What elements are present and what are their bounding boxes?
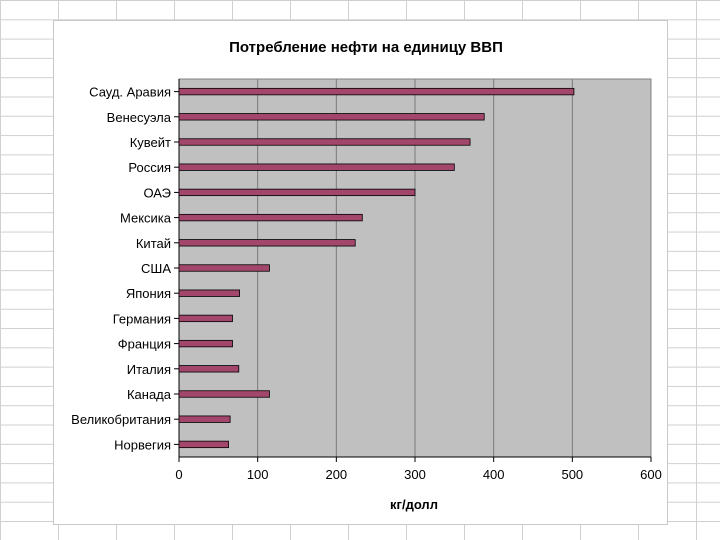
category-label: Италия	[127, 362, 171, 377]
x-tick-label: 500	[561, 467, 583, 482]
bar	[178, 365, 240, 373]
x-tick-label: 200	[325, 467, 347, 482]
bar	[178, 113, 485, 121]
plot-area: 0 100 200 300 400 500 600 Сауд. Аравия Венесуэла…	[71, 78, 662, 482]
bar	[178, 163, 455, 171]
category-label: Норвегия	[114, 437, 171, 452]
category-label: Мексика	[120, 211, 172, 226]
bar	[178, 213, 363, 222]
category-label: Китай	[136, 236, 171, 251]
category-label: Кувейт	[130, 135, 171, 150]
bar	[178, 87, 575, 96]
category-label: Япония	[126, 286, 171, 301]
x-tick-label: 100	[247, 467, 269, 482]
x-tick-label: 0	[175, 467, 182, 482]
bar	[178, 390, 270, 398]
bar	[178, 440, 229, 449]
bar	[178, 188, 416, 197]
category-label: Германия	[113, 311, 171, 326]
x-tick-label: 300	[404, 467, 426, 482]
bar	[178, 264, 270, 272]
chart-title: Потребление нефти на единицу ВВП	[229, 39, 503, 56]
x-tick-label: 600	[640, 467, 662, 482]
bar	[178, 415, 231, 423]
chart-frame: Потребление нефти на единицу ВВП 0 100 200…	[53, 20, 668, 525]
bar	[178, 339, 233, 348]
bar	[178, 289, 240, 297]
category-label: Франция	[118, 337, 171, 352]
category-label: Россия	[128, 160, 171, 175]
x-tick-label: 400	[483, 467, 505, 482]
bar	[178, 314, 233, 323]
chart-svg: Потребление нефти на единицу ВВП 0 100 200…	[71, 39, 662, 512]
category-label: Великобритания	[71, 412, 171, 427]
category-label: ОАЭ	[143, 185, 171, 200]
category-label: США	[141, 261, 171, 276]
category-label: Сауд. Аравия	[89, 85, 171, 100]
bar	[178, 138, 471, 146]
x-axis-label: кг/долл	[390, 497, 438, 512]
category-label: Венесуэла	[107, 110, 172, 125]
bar	[178, 239, 356, 247]
category-label: Канада	[127, 387, 172, 402]
